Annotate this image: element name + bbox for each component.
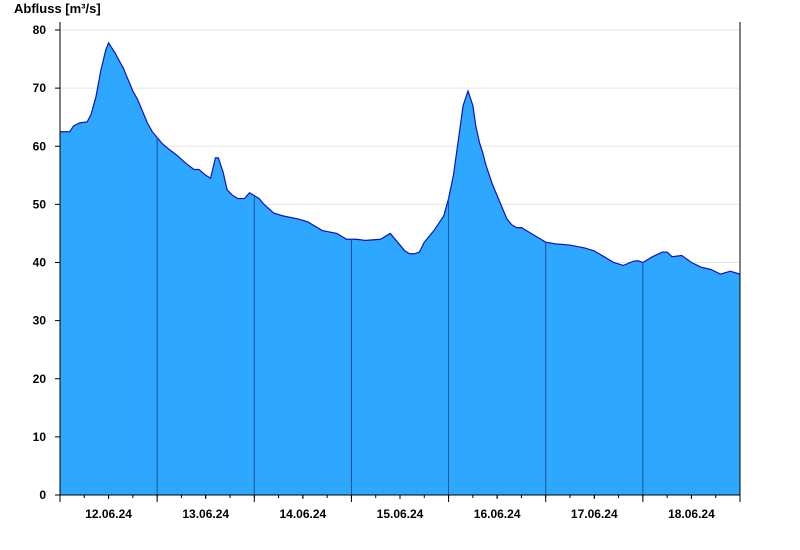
x-tick-label: 16.06.24: [474, 507, 521, 521]
y-tick-label: 20: [33, 372, 47, 386]
y-tick-label: 40: [33, 256, 47, 270]
y-tick-label: 10: [33, 430, 47, 444]
x-tick-label: 17.06.24: [571, 507, 618, 521]
y-tick-label: 70: [33, 81, 47, 95]
area-layer: [60, 41, 741, 495]
y-tick-label: 60: [33, 139, 47, 153]
y-axis-label: Abfluss [m³/s]: [14, 1, 101, 16]
x-tick-label: 12.06.24: [85, 507, 132, 521]
y-tick-label: 80: [33, 23, 47, 37]
discharge-line: [60, 41, 741, 275]
y-tick-label: 30: [33, 314, 47, 328]
y-tick-label: 0: [39, 488, 46, 502]
day-separator-lines: [156, 137, 644, 495]
x-tick-label: 18.06.24: [668, 507, 715, 521]
y-ticks: 0 10 20 30 40 50 60 70 80: [33, 23, 60, 502]
x-tick-label: 13.06.24: [182, 507, 229, 521]
x-tick-label: 15.06.24: [377, 507, 424, 521]
discharge-area: [60, 42, 740, 495]
y-tick-label: 50: [33, 197, 47, 211]
x-ticks: 12.06.24 13.06.24 14.06.24 15.06.24 16.06.24…: [59, 495, 741, 521]
x-tick-label: 14.06.24: [279, 507, 326, 521]
